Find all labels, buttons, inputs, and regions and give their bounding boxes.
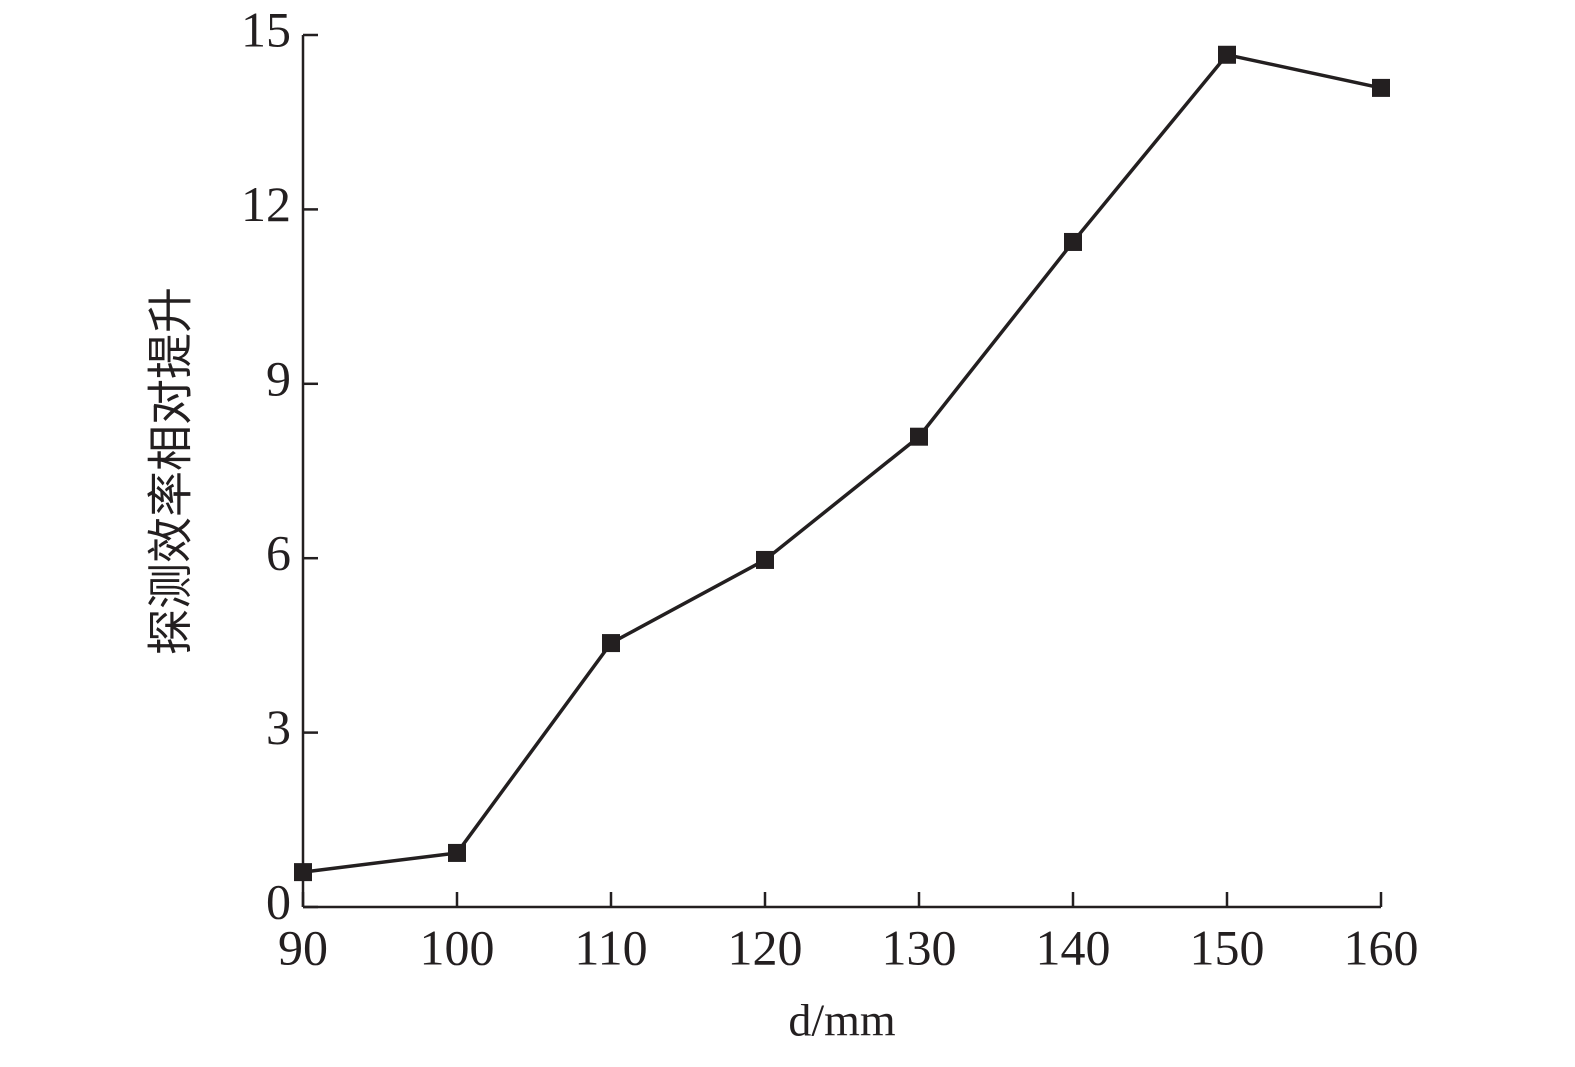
marker	[294, 863, 312, 882]
y-axis-title: 探测效率相对提升	[146, 287, 197, 655]
x-tick-label: 140	[1036, 919, 1111, 975]
marker	[1218, 45, 1236, 64]
marker	[1064, 232, 1082, 251]
x-tick-label: 150	[1190, 919, 1265, 975]
x-tick-label: 100	[420, 919, 495, 975]
x-axis-title: d/mm	[788, 995, 896, 1046]
x-tick-label: 120	[728, 919, 803, 975]
y-tick-label: 12	[241, 176, 291, 232]
x-tick-label: 130	[882, 919, 957, 975]
y-tick-label: 9	[266, 350, 291, 406]
marker	[756, 550, 774, 569]
y-tick-label: 15	[241, 1, 291, 57]
x-tick-label: 90	[278, 919, 328, 975]
y-tick-label: 3	[266, 699, 291, 755]
x-tick-label: 110	[574, 919, 647, 975]
x-tick-label: 160	[1344, 919, 1419, 975]
y-tick-label: 0	[266, 873, 291, 929]
data-line	[302, 52, 1382, 874]
marker	[602, 634, 620, 653]
marker	[1372, 78, 1390, 97]
y-tick-label: 6	[266, 525, 291, 581]
marker	[910, 427, 928, 446]
marker	[448, 843, 466, 862]
